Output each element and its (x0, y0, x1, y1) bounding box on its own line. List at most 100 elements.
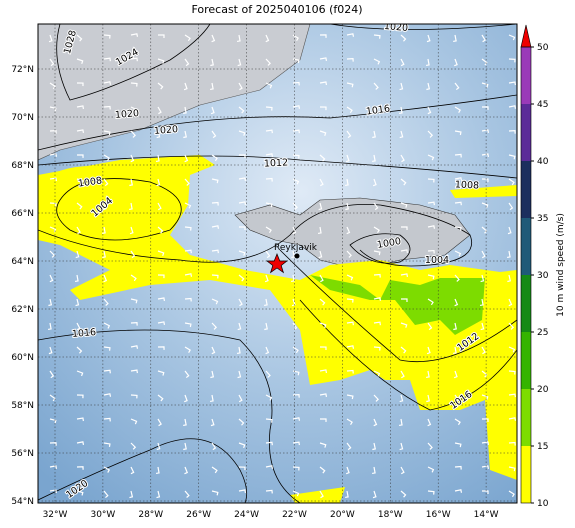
wind-barb (319, 466, 326, 474)
wind-barb (427, 322, 433, 331)
wind-barb (372, 130, 376, 139)
wind-barb (184, 34, 191, 42)
wind-barb (157, 226, 164, 234)
wind-barb (508, 58, 516, 63)
wind-barb (319, 154, 326, 162)
lat-label: 60°N (11, 353, 34, 363)
colorbar-tick-label: 10 (537, 499, 549, 509)
wind-barb (292, 202, 298, 210)
wind-barb (345, 202, 349, 211)
wind-barb (373, 202, 379, 211)
wind-barb (238, 130, 246, 136)
wind-barb (346, 33, 355, 37)
colorbar-tick-label: 30 (537, 271, 549, 281)
wind-barb (157, 418, 162, 427)
wind-barb (156, 130, 161, 139)
wind-barb (211, 322, 218, 330)
wind-barb (398, 418, 403, 427)
lat-label: 54°N (11, 497, 34, 507)
wind-barb (346, 130, 352, 139)
wind-barb (103, 490, 109, 499)
wind-barb (265, 370, 271, 378)
wind-barb (319, 322, 327, 328)
wind-barb (373, 297, 382, 301)
wind-barb (76, 441, 85, 445)
wind-barb (183, 130, 187, 139)
wind-barb (427, 106, 432, 115)
wind-barb (130, 466, 135, 475)
wind-barb (454, 201, 462, 206)
wind-barb (103, 57, 111, 62)
wind-barb (210, 370, 215, 379)
wind-barb (346, 321, 354, 326)
wind-barb (319, 130, 327, 136)
wind-barb (265, 202, 273, 208)
isobar-label: 1000 (376, 236, 402, 251)
wind-barb (346, 250, 352, 258)
wind-barb (481, 346, 486, 355)
wind-barb (265, 441, 273, 446)
wind-barb (292, 490, 300, 497)
wind-barb (265, 34, 270, 43)
wind-barb (238, 394, 243, 403)
wind-barb (49, 106, 57, 112)
wind-barb (400, 298, 408, 303)
wind-barb (130, 442, 137, 450)
wind-barb (454, 226, 462, 231)
wind-barb (427, 201, 435, 206)
wind-barb (319, 442, 327, 448)
wind-barb (49, 250, 56, 258)
wind-barb (372, 178, 377, 187)
wind-barb (319, 81, 328, 86)
wind-barb (346, 57, 354, 62)
wind-barb (400, 466, 405, 475)
wind-barb (238, 418, 245, 426)
wind-barb (103, 322, 111, 329)
wind-barb (373, 418, 378, 427)
wind-barb (508, 322, 515, 330)
wind-barb (49, 394, 56, 402)
lat-label: 64°N (11, 257, 34, 267)
wind-barb (130, 130, 136, 138)
wind-barb (400, 346, 407, 354)
colorbar-band (521, 47, 531, 104)
wind-barb (183, 82, 188, 91)
lat-label: 70°N (11, 113, 34, 123)
wind-barb (265, 418, 273, 423)
wind-barb (103, 466, 111, 473)
wind-barb (507, 274, 512, 283)
wind-barb (346, 226, 351, 235)
wind-barb (49, 153, 58, 157)
wind-barb (508, 178, 515, 186)
wind-barb (292, 441, 300, 446)
wind-barb (265, 153, 274, 157)
wind-barb (76, 322, 81, 331)
wind-barb (400, 154, 405, 163)
wind-barb (211, 346, 216, 355)
wind-barb (427, 298, 434, 306)
wind-barb (346, 274, 354, 281)
wind-barb (184, 466, 189, 475)
wind-barb (130, 106, 138, 113)
wind-barb (49, 489, 57, 494)
wind-barb (508, 298, 513, 307)
wind-barb (130, 322, 138, 326)
wind-barb (102, 250, 106, 259)
wind-barb (76, 226, 81, 235)
wind-barb (373, 321, 381, 326)
lon-label: 24°W (234, 510, 259, 520)
wind-barb (319, 346, 327, 351)
wind-barb (454, 298, 459, 307)
wind-barb (400, 202, 408, 208)
wind-barb (481, 418, 489, 422)
colorbar-tick-label: 15 (537, 442, 548, 452)
wind-barb (155, 154, 160, 163)
wind-barb (453, 346, 457, 355)
wind-barb (103, 178, 109, 187)
wind-barb (508, 466, 516, 472)
wind-barb (130, 250, 136, 259)
wind-barb (507, 250, 511, 259)
wind-barb (345, 466, 350, 475)
wind-barb (265, 129, 273, 134)
